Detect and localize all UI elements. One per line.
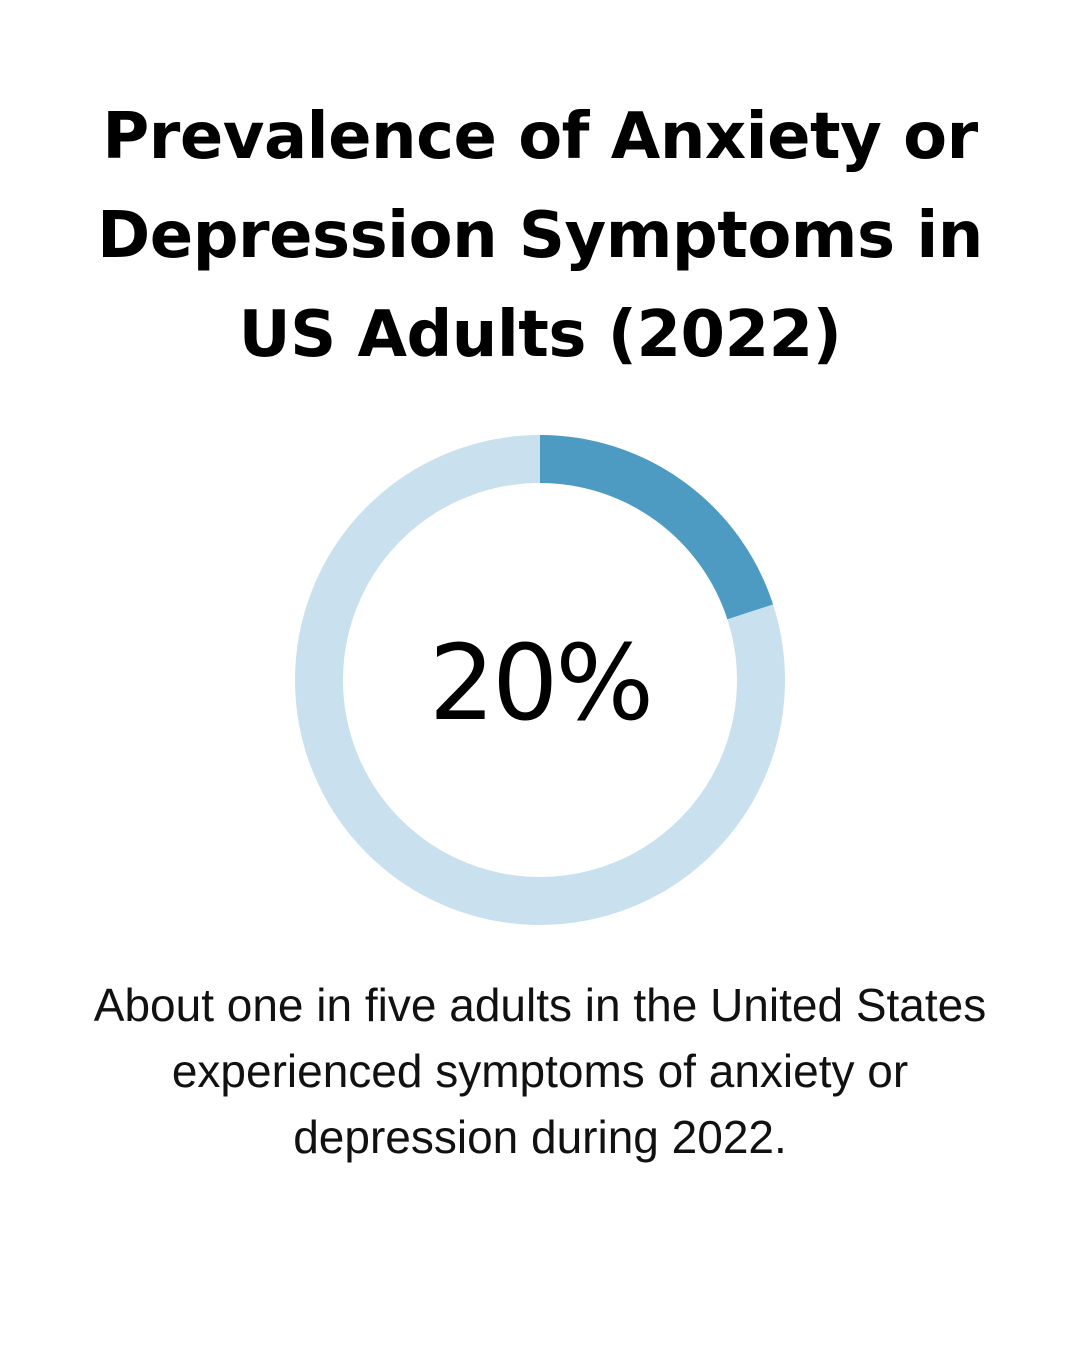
center-percentage-label: 20% xyxy=(428,622,654,744)
chart-title-line: Prevalence of Anxiety or xyxy=(102,100,978,174)
caption-line: depression during 2022. xyxy=(293,1111,787,1163)
donut-svg xyxy=(295,435,785,925)
chart-title-line: US Adults (2022) xyxy=(238,298,842,372)
caption-line: experienced symptoms of anxiety or xyxy=(171,1045,909,1097)
caption-line: About one in five adults in the United S… xyxy=(93,979,987,1031)
caption-text: About one in five adults in the United S… xyxy=(40,972,1040,1170)
chart-title: Prevalence of Anxiety or Depression Sympt… xyxy=(60,88,1020,385)
donut-chart: 20% xyxy=(295,435,785,925)
donut-value-arc xyxy=(295,435,785,925)
chart-title-line: Depression Symptoms in xyxy=(97,199,983,273)
